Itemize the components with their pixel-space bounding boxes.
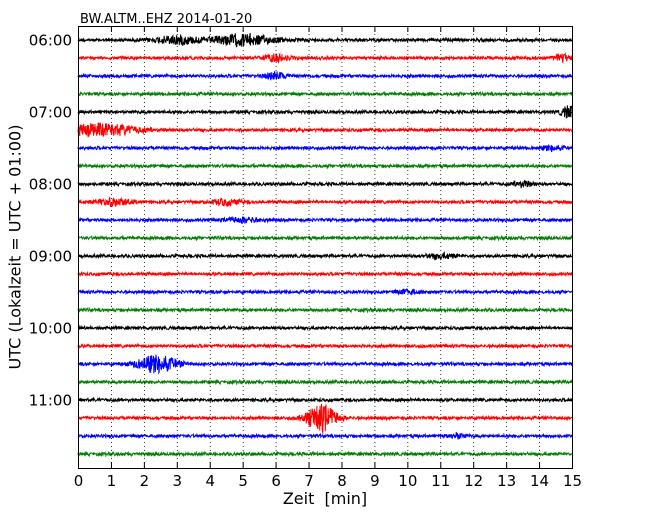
trace-0945: [77, 306, 573, 314]
x-tick-label: 14: [530, 472, 549, 490]
trace-0900: [77, 251, 573, 261]
x-tick-label: 8: [337, 472, 347, 490]
x-tick-label: 2: [140, 472, 150, 490]
trace-0600: [77, 32, 573, 48]
x-tick-label: 7: [304, 472, 314, 490]
y-axis-label: UTC (Lokalzeit = UTC + 01:00): [6, 125, 25, 370]
trace-0800: [77, 179, 573, 189]
x-tick-label: 12: [464, 472, 483, 490]
y-tick-label: 11:00: [29, 392, 72, 410]
trace-0715: [77, 122, 573, 138]
x-tick-label: 4: [205, 472, 215, 490]
trace-1045: [77, 378, 573, 386]
chart-title: BW.ALTM..EHZ 2014-01-20: [80, 12, 252, 27]
trace-0930: [77, 287, 573, 296]
x-tick-label: 10: [398, 472, 417, 490]
y-tick-label: 07:00: [29, 104, 72, 122]
y-tick-label: 09:00: [29, 248, 72, 266]
trace-1100: [77, 396, 573, 404]
x-tick-label: 13: [497, 472, 516, 490]
x-tick-label: 11: [431, 472, 450, 490]
trace-0630: [77, 70, 573, 81]
x-tick-label: 5: [238, 472, 248, 490]
trace-0700: [77, 105, 573, 119]
trace-1015: [77, 342, 573, 350]
trace-0645: [77, 90, 573, 98]
y-tick-label: 10:00: [29, 320, 72, 338]
plot-frame: [78, 26, 573, 469]
traces-group: [77, 32, 573, 458]
x-axis-label: Zeit [min]: [283, 489, 367, 508]
x-tick-label: 1: [107, 472, 117, 490]
trace-1000: [77, 324, 573, 332]
x-tick-label: 6: [271, 472, 281, 490]
trace-1115: [77, 403, 573, 434]
trace-0830: [77, 215, 573, 225]
x-tick-label: 0: [74, 472, 84, 490]
y-tick-label: 06:00: [29, 32, 72, 50]
grid-group: [111, 26, 540, 468]
x-tick-label: 15: [563, 472, 582, 490]
trace-1030: [77, 354, 573, 375]
trace-0730: [77, 144, 573, 153]
x-tick-label: 9: [370, 472, 380, 490]
trace-1145: [77, 450, 573, 458]
trace-0845: [77, 234, 573, 242]
trace-0745: [77, 162, 573, 170]
y-tick-label: 08:00: [29, 176, 72, 194]
trace-0915: [77, 270, 573, 278]
x-axis: 0 1 2 3 4 5 6 7 8 9 10 11 12 13 14 15: [74, 26, 582, 490]
trace-0615: [77, 52, 573, 65]
trace-0815: [77, 196, 573, 208]
y-axis: 06:00 07:00 08:00 09:00 10:00 11:00: [29, 32, 572, 410]
trace-1130: [77, 431, 573, 440]
x-tick-label: 3: [173, 472, 183, 490]
